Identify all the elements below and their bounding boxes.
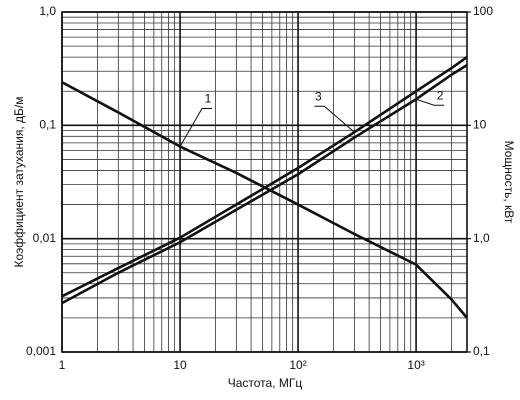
x-tick-label: 10²: [289, 358, 306, 372]
curve-label: 1: [205, 92, 212, 106]
y-tick-label: 0,01: [33, 231, 57, 245]
series-line: [61, 81, 468, 319]
y2-tick-label: 0,1: [473, 344, 490, 358]
y2-tick-label: 1,0: [473, 231, 490, 245]
x-tick-label: 10³: [407, 358, 424, 372]
plot-frame: [61, 11, 468, 353]
series-line: [61, 63, 468, 305]
y2-axis-label: Мощность, кВт: [502, 141, 516, 224]
curve-label: 2: [437, 88, 444, 102]
curve-label: 3: [315, 89, 322, 103]
y-tick-label: 0,001: [26, 344, 56, 358]
y-axis-label: Коэффициент затухания, дБ/м: [12, 97, 26, 268]
x-axis-label: Частота, МГц: [228, 376, 303, 390]
leader-line: [415, 98, 445, 106]
y2-tick-label: 10: [473, 118, 487, 132]
y-tick-label: 1,0: [39, 4, 56, 18]
leader-line: [179, 108, 213, 147]
x-tick-label: 1: [59, 358, 66, 372]
y-tick-label: 0,1: [39, 118, 56, 132]
y2-tick-label: 100: [473, 4, 493, 18]
series-line: [61, 56, 468, 298]
leader-line: [314, 105, 355, 133]
x-tick-label: 10: [173, 358, 187, 372]
